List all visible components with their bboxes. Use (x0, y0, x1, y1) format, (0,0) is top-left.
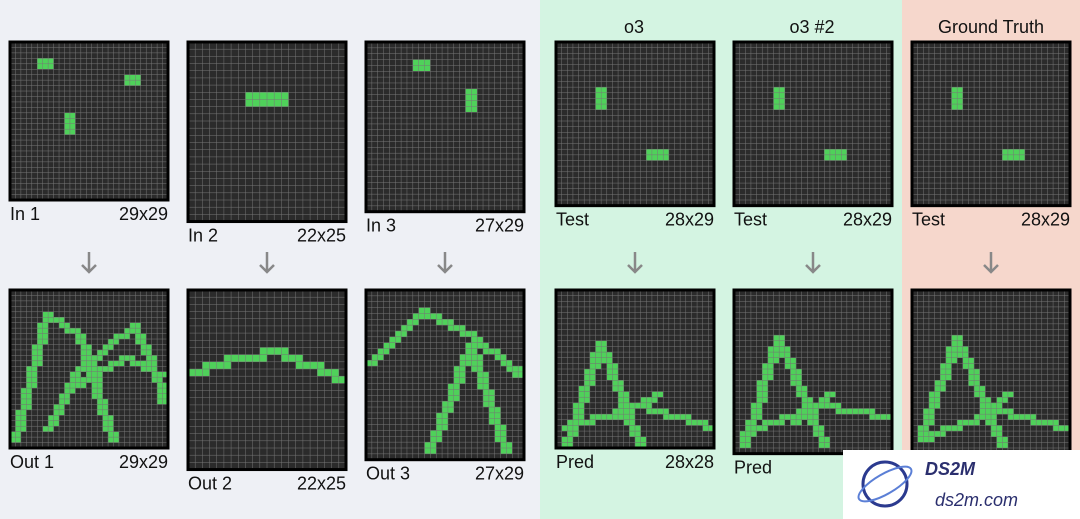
grid-border (910, 40, 1072, 208)
panel-size: 29x29 (119, 204, 168, 224)
panel-size: 27x29 (475, 463, 524, 483)
arrow (983, 252, 999, 274)
grid (186, 40, 348, 224)
panel-size: 29x29 (119, 452, 168, 472)
grid (364, 288, 526, 462)
grid (732, 288, 894, 456)
arrow (627, 252, 643, 274)
panels: In 1 29x29 Out 1 29x29 In 2 22x25 Out 2 22x25 In… (8, 40, 1072, 493)
panel-label: In 1 (10, 204, 40, 224)
arrow (81, 252, 97, 274)
grid-border (8, 288, 170, 450)
grid-border (364, 40, 526, 214)
watermark-logo: DS2M (925, 459, 976, 479)
grid-border (732, 40, 894, 208)
arrow (437, 252, 453, 274)
panel-label: In 3 (366, 215, 396, 235)
panel-label: Out 1 (10, 452, 54, 472)
watermark-url: ds2m.com (935, 490, 1018, 510)
grid-border (554, 288, 716, 450)
panel-label: Test (734, 209, 767, 229)
grid (910, 288, 1072, 456)
panel-size: 28x28 (665, 452, 714, 472)
grid (910, 40, 1072, 208)
grid-bg (10, 42, 168, 200)
panel-size: 22x25 (297, 225, 346, 245)
grid-border (554, 40, 716, 208)
panel-label: Out 2 (188, 473, 232, 493)
panel-size: 28x29 (665, 209, 714, 229)
grid-border (364, 288, 526, 462)
watermark-icon (861, 460, 909, 508)
grid (364, 40, 526, 214)
arrow (259, 252, 275, 274)
grid-border (186, 288, 348, 472)
panel-size: 28x29 (843, 209, 892, 229)
panel-size: 27x29 (475, 215, 524, 235)
panel-label: Pred (556, 452, 594, 472)
header: Ground Truth (938, 17, 1044, 37)
grid-border (186, 40, 348, 224)
panel-size: 28x29 (1021, 209, 1070, 229)
grid (8, 40, 170, 202)
panel-label: Pred (734, 457, 772, 477)
grid (8, 288, 170, 450)
grid (186, 288, 348, 472)
watermark: DS2M ds2m.com (843, 450, 1080, 519)
grid (732, 40, 894, 208)
panel-size: 22x25 (297, 473, 346, 493)
panel-label: Test (556, 209, 589, 229)
header: o3 (624, 17, 644, 37)
grid (554, 288, 716, 450)
watermark-orbit (857, 465, 913, 503)
panel-label: Out 3 (366, 463, 410, 483)
panel-label: In 2 (188, 225, 218, 245)
grid-border (8, 40, 170, 202)
grid (554, 40, 716, 208)
arrow (805, 252, 821, 274)
grid-border (732, 288, 894, 456)
grid-bg (366, 42, 524, 212)
panel-label: Test (912, 209, 945, 229)
header: o3 #2 (789, 17, 834, 37)
